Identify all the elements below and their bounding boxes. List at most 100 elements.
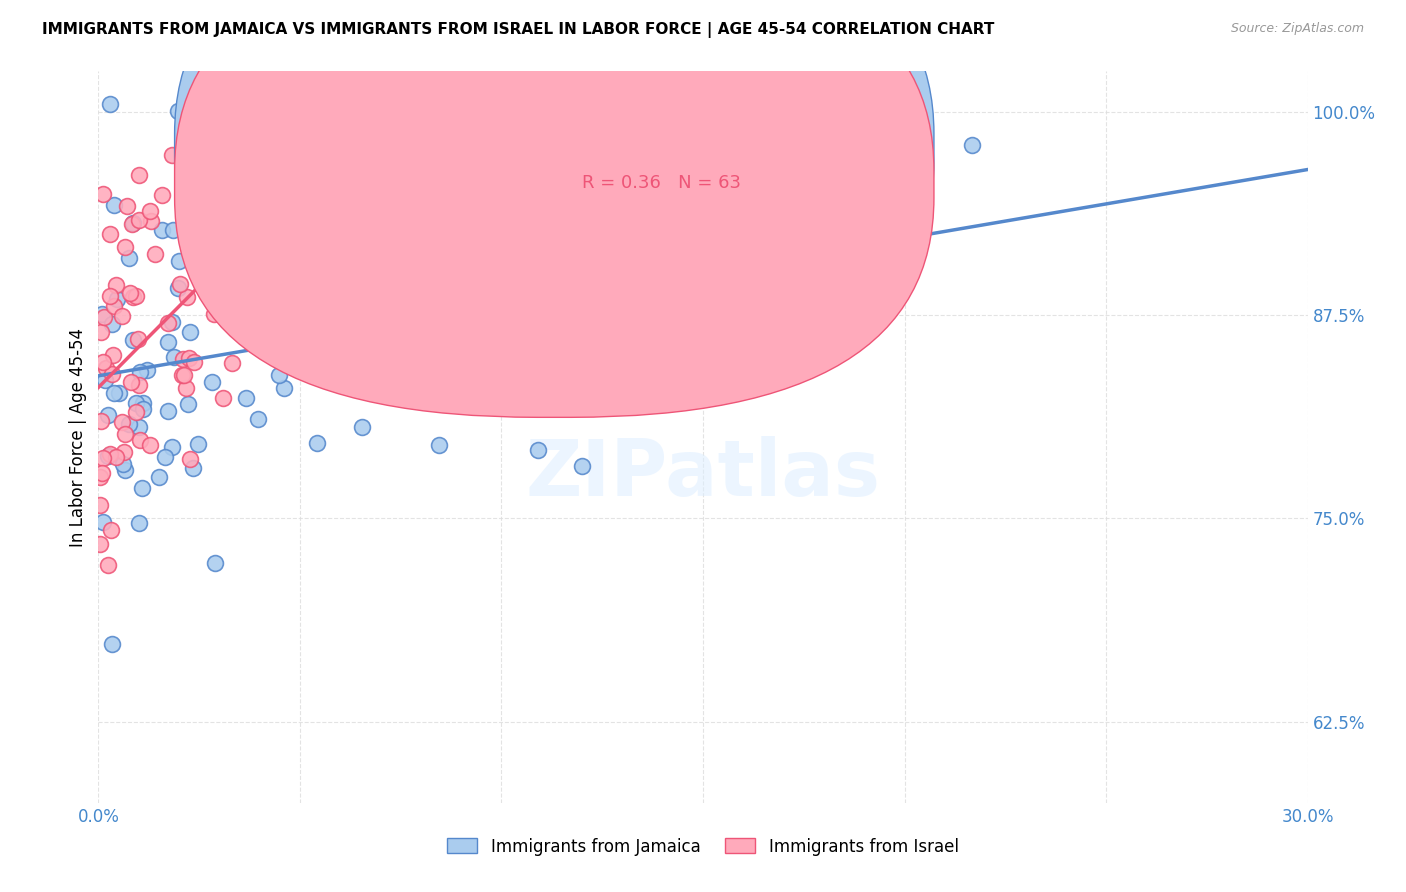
Point: [571, 459, 593, 474]
Point: [105, 293, 128, 307]
Point: [128, 419, 150, 434]
Point: [162, 223, 184, 237]
Point: [420, 345, 443, 359]
Point: [271, 308, 294, 322]
Point: [103, 299, 125, 313]
Text: IMMIGRANTS FROM JAMAICA VS IMMIGRANTS FROM ISRAEL IN LABOR FORCE | AGE 45-54 COR: IMMIGRANTS FROM JAMAICA VS IMMIGRANTS FR…: [42, 22, 994, 38]
Point: [148, 470, 170, 484]
Point: [91, 515, 114, 529]
Point: [232, 280, 254, 294]
Point: [101, 348, 124, 362]
Point: [121, 216, 143, 230]
Point: [225, 208, 247, 222]
Point: [100, 318, 122, 332]
Point: [125, 289, 148, 303]
Point: [396, 302, 419, 317]
Point: [128, 516, 150, 530]
Point: [307, 435, 329, 450]
Point: [173, 368, 195, 382]
Point: [97, 558, 120, 572]
Point: [271, 179, 294, 194]
Point: [114, 427, 136, 442]
Point: [128, 365, 150, 379]
Point: [93, 310, 115, 324]
Point: [443, 171, 465, 186]
Point: [100, 96, 122, 111]
Point: [89, 470, 111, 484]
Point: [221, 259, 243, 273]
Point: [353, 230, 375, 244]
Point: [177, 396, 200, 410]
Point: [209, 214, 232, 228]
Point: [541, 338, 564, 352]
FancyBboxPatch shape: [174, 0, 934, 417]
Point: [121, 333, 143, 347]
Point: [132, 396, 155, 410]
Point: [278, 290, 301, 304]
Point: [111, 416, 134, 430]
Point: [139, 438, 162, 452]
Point: [276, 235, 298, 249]
Point: [156, 316, 179, 330]
Point: [112, 458, 135, 472]
Point: [160, 315, 183, 329]
Point: [413, 225, 436, 239]
Point: [91, 355, 114, 369]
Point: [238, 272, 260, 286]
Point: [245, 338, 267, 352]
Point: [527, 443, 550, 458]
Point: [121, 290, 143, 304]
Legend: Immigrants from Jamaica, Immigrants from Israel: Immigrants from Jamaica, Immigrants from…: [439, 830, 967, 864]
Point: [127, 332, 149, 346]
Point: [90, 325, 112, 339]
Point: [960, 137, 983, 152]
Point: [163, 350, 186, 364]
Point: [98, 289, 121, 303]
Point: [262, 96, 284, 111]
Point: [228, 115, 250, 129]
Point: [384, 260, 406, 274]
Point: [94, 373, 117, 387]
Text: R = 0.306   N = 89: R = 0.306 N = 89: [582, 137, 752, 156]
Point: [447, 221, 470, 235]
Text: ZIPatlas: ZIPatlas: [526, 435, 880, 512]
FancyBboxPatch shape: [174, 0, 934, 381]
Point: [114, 463, 136, 477]
Point: [183, 355, 205, 369]
Point: [97, 449, 120, 463]
Point: [132, 401, 155, 416]
Point: [686, 236, 709, 251]
Point: [693, 277, 716, 292]
Point: [273, 382, 295, 396]
Point: [90, 414, 112, 428]
Point: [93, 187, 115, 202]
Point: [89, 498, 111, 512]
Point: [104, 450, 127, 465]
Point: [103, 198, 125, 212]
Point: [114, 240, 136, 254]
Point: [246, 412, 269, 426]
Text: R = 0.36   N = 63: R = 0.36 N = 63: [582, 174, 741, 193]
Point: [766, 298, 789, 312]
Point: [652, 335, 675, 350]
Point: [96, 360, 118, 375]
Point: [492, 397, 515, 411]
Point: [212, 391, 235, 405]
Point: [202, 307, 225, 321]
Point: [291, 359, 314, 373]
Point: [139, 204, 162, 219]
Point: [181, 461, 204, 475]
Point: [91, 307, 114, 321]
Point: [388, 348, 411, 362]
Point: [201, 375, 224, 389]
Point: [166, 281, 188, 295]
Point: [100, 447, 122, 461]
Point: [103, 386, 125, 401]
Point: [160, 440, 183, 454]
Point: [179, 451, 201, 466]
Point: [162, 148, 184, 162]
Point: [221, 356, 243, 370]
FancyBboxPatch shape: [516, 126, 866, 218]
Point: [125, 405, 148, 419]
Point: [600, 286, 623, 301]
